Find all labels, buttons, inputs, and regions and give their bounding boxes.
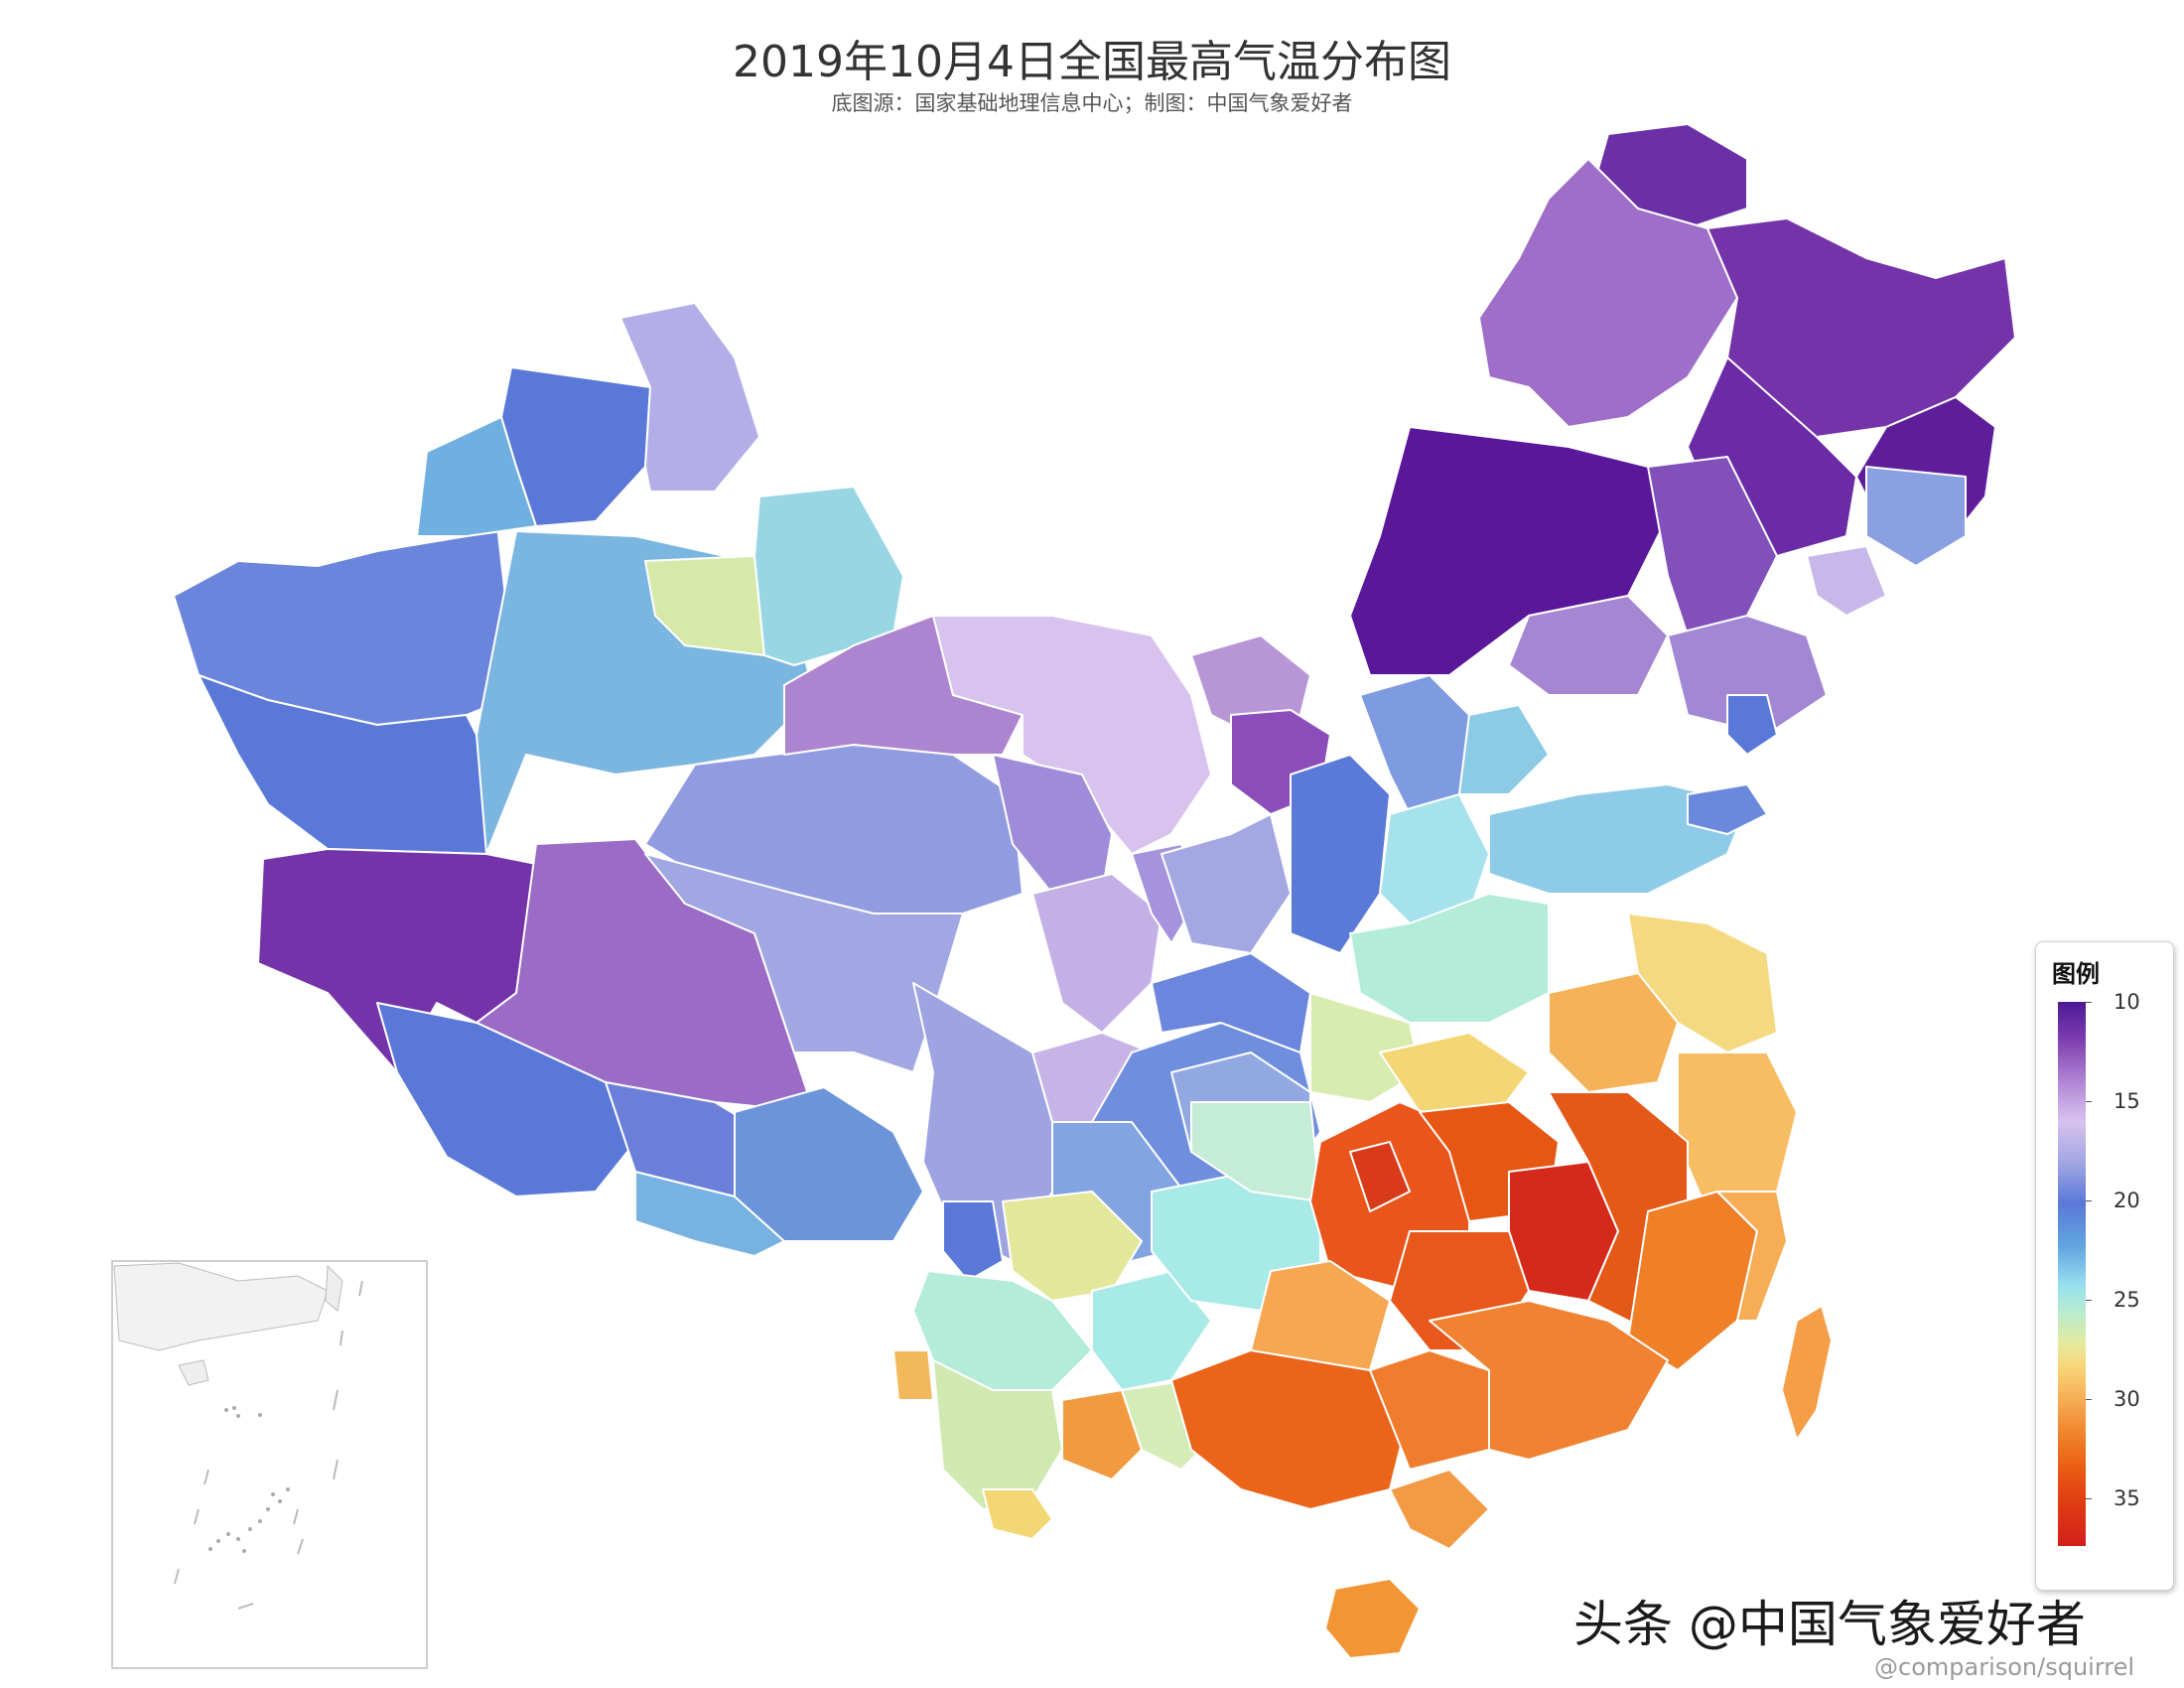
region-guangdong-west: [1389, 1469, 1490, 1550]
region-hubei-east: [1379, 1032, 1530, 1113]
region-xinjiang-changji: [644, 555, 765, 656]
map-title: 2019年10月4日全国最高气温分布图: [733, 37, 1451, 87]
legend-tick-15: 15: [2114, 1089, 2140, 1113]
legend-tickmark: [2086, 1399, 2092, 1400]
region-yunnan-northwest: [942, 1200, 1004, 1282]
region-xinjiang-altay: [619, 302, 760, 492]
region-dalian: [1726, 694, 1778, 756]
region-hunan-north: [1349, 1141, 1411, 1212]
legend-panel: 图例 10 15 20 25 30 35: [2035, 941, 2174, 1591]
region-tibet-qamdo: [734, 1086, 924, 1242]
south-china-sea-inset: [111, 1260, 428, 1669]
region-shaanxi-south: [1151, 952, 1311, 1054]
legend-tickmark: [2086, 1498, 2092, 1499]
region-guangdong: [1429, 1300, 1669, 1461]
region-fujian: [1627, 1191, 1758, 1371]
legend-color-scale: [2058, 1002, 2086, 1546]
watermark-text: 头条 @中国气象爱好者: [1573, 1596, 2086, 1653]
legend-tickmark: [2086, 1002, 2092, 1003]
region-taiwan: [1781, 1305, 1833, 1441]
region-henan: [1349, 893, 1550, 1024]
region-hubei-west: [1309, 992, 1421, 1103]
region-shaanxi-north: [1160, 813, 1292, 954]
region-shandong: [1488, 783, 1748, 895]
region-zhejiang: [1677, 1052, 1798, 1212]
region-liaoning-coast: [1806, 545, 1887, 617]
legend-tickmark: [2086, 1200, 2092, 1201]
region-beijing-tianjin: [1458, 704, 1550, 795]
region-yunnan-honghe: [1061, 1389, 1143, 1480]
map-subtitle: 底图源：国家基础地理信息中心；制图：中国气象爱好者: [831, 91, 1353, 115]
region-shandong-peninsula: [1687, 783, 1768, 835]
legend-tick-35: 35: [2114, 1486, 2140, 1510]
region-liaoning: [1667, 615, 1828, 736]
region-jilin-east: [1865, 466, 1967, 567]
region-yunnan-dehong: [892, 1349, 934, 1401]
region-gansu-jiuquan: [783, 615, 1024, 756]
legend-tick-25: 25: [2114, 1288, 2140, 1312]
legend-tick-30: 30: [2114, 1387, 2140, 1411]
region-hainan: [1324, 1578, 1421, 1659]
credit-text: @comparison/squirrel: [1874, 1653, 2135, 1681]
region-innermongolia-alxa: [932, 615, 1212, 855]
region-guizhou-east: [1190, 1101, 1321, 1202]
region-qinghai-yushu: [644, 853, 964, 1073]
region-tibet-south: [376, 1002, 636, 1197]
legend-tick-10: 10: [2114, 990, 2140, 1014]
region-yunnan-xishuangbanna: [982, 1488, 1053, 1540]
region-fujian-coast: [1716, 1191, 1788, 1322]
legend-tickmark: [2086, 1300, 2092, 1301]
region-shanxi: [1290, 754, 1391, 954]
legend-tickmark: [2086, 1101, 2092, 1102]
legend-title: 图例: [2052, 960, 2100, 988]
region-innermongolia-chifeng: [1508, 595, 1669, 696]
region-gansu-south: [1031, 873, 1162, 1034]
region-yunnan-south: [932, 1359, 1063, 1510]
legend-tick-20: 20: [2114, 1189, 2140, 1212]
region-anhui: [1548, 972, 1679, 1093]
region-xinjiang-north-strip: [416, 416, 537, 537]
